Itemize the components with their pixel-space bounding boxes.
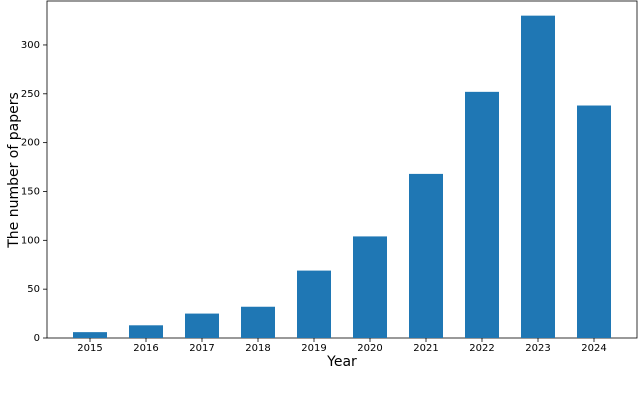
x-tick-label: 2023 xyxy=(525,343,550,354)
plot-frame xyxy=(46,0,638,339)
bar xyxy=(129,325,163,338)
bar xyxy=(185,313,219,338)
y-tick-label: 150 xyxy=(21,186,40,197)
x-tick-label: 2024 xyxy=(581,343,606,354)
x-tick-label: 2016 xyxy=(133,343,158,354)
bar xyxy=(353,236,387,338)
y-tick-label: 50 xyxy=(27,284,40,295)
x-tick-label: 2020 xyxy=(357,343,382,354)
y-axis-label: The number of papers xyxy=(6,92,22,249)
x-tick-label: 2017 xyxy=(189,343,214,354)
bar xyxy=(465,91,499,338)
y-tick-label: 300 xyxy=(21,40,40,51)
x-tick-label: 2018 xyxy=(245,343,270,354)
x-tick-label: 2022 xyxy=(469,343,494,354)
y-tick-label: 200 xyxy=(21,138,40,149)
bar xyxy=(297,270,331,338)
bar xyxy=(73,332,107,338)
bar xyxy=(409,173,443,338)
y-tick-label: 100 xyxy=(21,235,40,246)
x-tick-label: 2019 xyxy=(301,343,326,354)
bar xyxy=(241,306,275,338)
x-tick-label: 2015 xyxy=(77,343,102,354)
y-tick-label: 0 xyxy=(34,333,40,344)
x-axis-label: Year xyxy=(326,354,357,370)
bar xyxy=(521,15,555,339)
y-tick-label: 250 xyxy=(21,89,40,100)
x-tick-label: 2021 xyxy=(413,343,438,354)
bar xyxy=(577,105,611,339)
